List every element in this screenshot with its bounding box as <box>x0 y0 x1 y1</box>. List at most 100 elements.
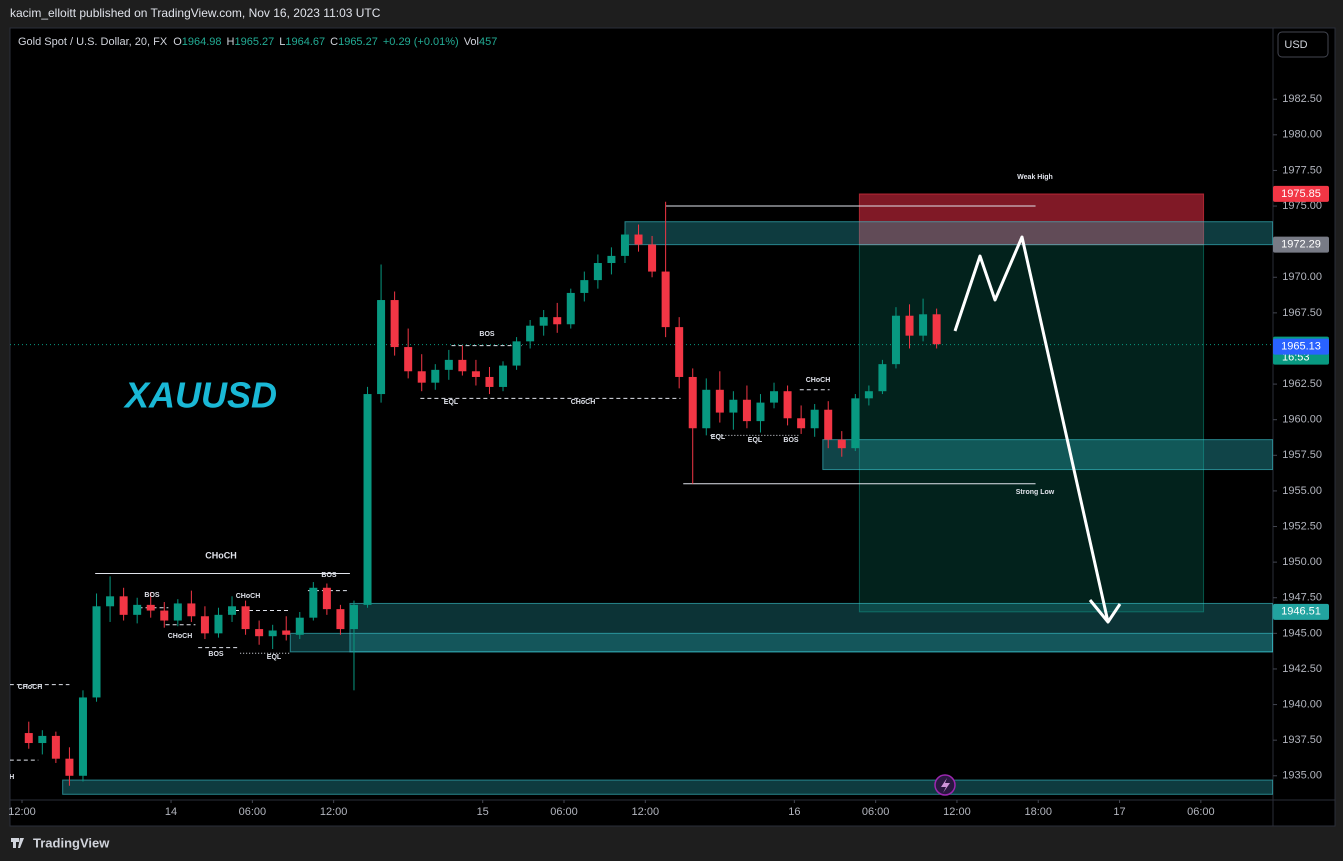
candle-body <box>187 603 196 617</box>
structure-label: EQL <box>748 437 763 444</box>
candle-body <box>620 234 629 256</box>
candle-body <box>553 317 562 325</box>
candle-body <box>458 359 467 372</box>
y-tick-label: 1962.50 <box>1282 378 1322 390</box>
candle-body <box>539 317 548 326</box>
brand-logo <box>11 838 24 848</box>
candle-body <box>119 596 128 615</box>
arrow-head <box>1088 599 1122 624</box>
candle-body <box>729 399 738 413</box>
candle-body <box>810 409 819 429</box>
publish-header: kacim_elloitt published on TradingView.c… <box>10 6 381 20</box>
legend-volume-key: Vol <box>464 36 479 48</box>
candle-body <box>390 300 399 348</box>
candle-body <box>891 315 900 365</box>
candle-body <box>444 359 453 370</box>
x-tick-label: 15 <box>477 806 489 818</box>
candle-body <box>688 376 697 429</box>
structure-label: Strong Low <box>1016 489 1055 496</box>
zone <box>858 244 1205 613</box>
currency-button[interactable] <box>1277 31 1329 58</box>
legend-key: C <box>330 36 338 48</box>
zone <box>62 779 1273 795</box>
y-tick-label: 1982.50 <box>1282 93 1322 105</box>
candle-body <box>471 371 480 377</box>
candle-body <box>742 399 751 422</box>
y-tick-label: 1960.00 <box>1282 414 1322 426</box>
candle-body <box>51 735 60 759</box>
brand-name: TradingView <box>33 835 110 850</box>
structure-label: CHoCH <box>18 684 43 691</box>
candle-body <box>919 314 928 336</box>
legend-value: 1965.27 <box>338 36 378 48</box>
structure-label: EQL <box>711 434 726 441</box>
zone <box>624 221 1273 246</box>
projection-arrow <box>953 235 1110 623</box>
legend-symbol: Gold Spot / U.S. Dollar, 20, FX <box>18 36 168 48</box>
candle-body <box>200 616 209 634</box>
candle-body <box>702 389 711 429</box>
y-tick-label: 1950.00 <box>1282 556 1322 568</box>
candle-body <box>878 364 887 392</box>
x-tick-label: 06:00 <box>239 806 267 818</box>
candle-body <box>499 365 508 387</box>
candle-body <box>661 271 670 328</box>
candle-body <box>864 391 873 399</box>
chart-panel <box>9 27 1336 827</box>
y-tick-label: 1940.00 <box>1282 698 1322 710</box>
candle-body <box>783 391 792 419</box>
price-tag-label: 1972.29 <box>1281 239 1321 251</box>
candle-body <box>322 587 331 610</box>
candle-body <box>580 280 589 293</box>
candle-body <box>566 292 575 325</box>
x-tick-label: 12:00 <box>320 806 348 818</box>
x-tick-label: 18:00 <box>1024 806 1052 818</box>
candle-body <box>607 255 616 264</box>
x-tick-label: 06:00 <box>862 806 890 818</box>
y-tick-label: 1945.00 <box>1282 627 1322 639</box>
structure-label: CHoCH <box>205 550 237 560</box>
structure-label: CHoCH <box>571 399 596 406</box>
candle-body <box>146 604 155 611</box>
y-tick-label: 1967.50 <box>1282 307 1322 319</box>
candle-body <box>431 369 440 383</box>
structure-label: EQL <box>267 654 282 661</box>
legend-volume: 457 <box>479 36 497 48</box>
candle-body <box>485 376 494 387</box>
candle-body <box>675 327 684 377</box>
structure-label: EQL <box>444 399 459 406</box>
candle-body <box>349 604 358 630</box>
legend: Gold Spot / U.S. Dollar, 20, FX O1964.98 H… <box>18 36 497 48</box>
candle-body <box>92 606 101 698</box>
currency-label: USD <box>1284 39 1307 51</box>
candle-body <box>255 629 264 637</box>
structure-label: BOS <box>783 437 799 444</box>
candle-body <box>38 735 47 744</box>
price-tag <box>1273 236 1329 253</box>
y-tick-label: 1937.50 <box>1282 734 1322 746</box>
zone <box>349 602 1273 653</box>
structure-label: Weak High <box>1017 174 1053 181</box>
candle-body <box>756 402 765 422</box>
price-tag <box>1273 185 1329 202</box>
candle-body <box>282 630 291 635</box>
y-tick-label: 1980.00 <box>1282 129 1322 141</box>
candle-body <box>932 314 941 345</box>
candle-body <box>797 418 806 429</box>
structure-label: CHoCH <box>236 593 261 600</box>
candle-body <box>715 389 724 413</box>
y-tick-label: 1970.00 <box>1282 271 1322 283</box>
candle-body <box>648 244 657 272</box>
x-tick-label: 12:00 <box>632 806 660 818</box>
legend-key: O <box>173 36 182 48</box>
candle-body <box>160 610 169 621</box>
candle-body <box>65 758 74 776</box>
candle-body <box>295 617 304 635</box>
x-tick-label: 06:00 <box>1187 806 1215 818</box>
price-tag <box>1273 338 1329 355</box>
x-tick-label: 12:00 <box>943 806 971 818</box>
candle-body <box>404 347 413 372</box>
price-tag <box>1273 603 1329 620</box>
candle-body <box>824 409 833 440</box>
candle-body <box>417 371 426 383</box>
